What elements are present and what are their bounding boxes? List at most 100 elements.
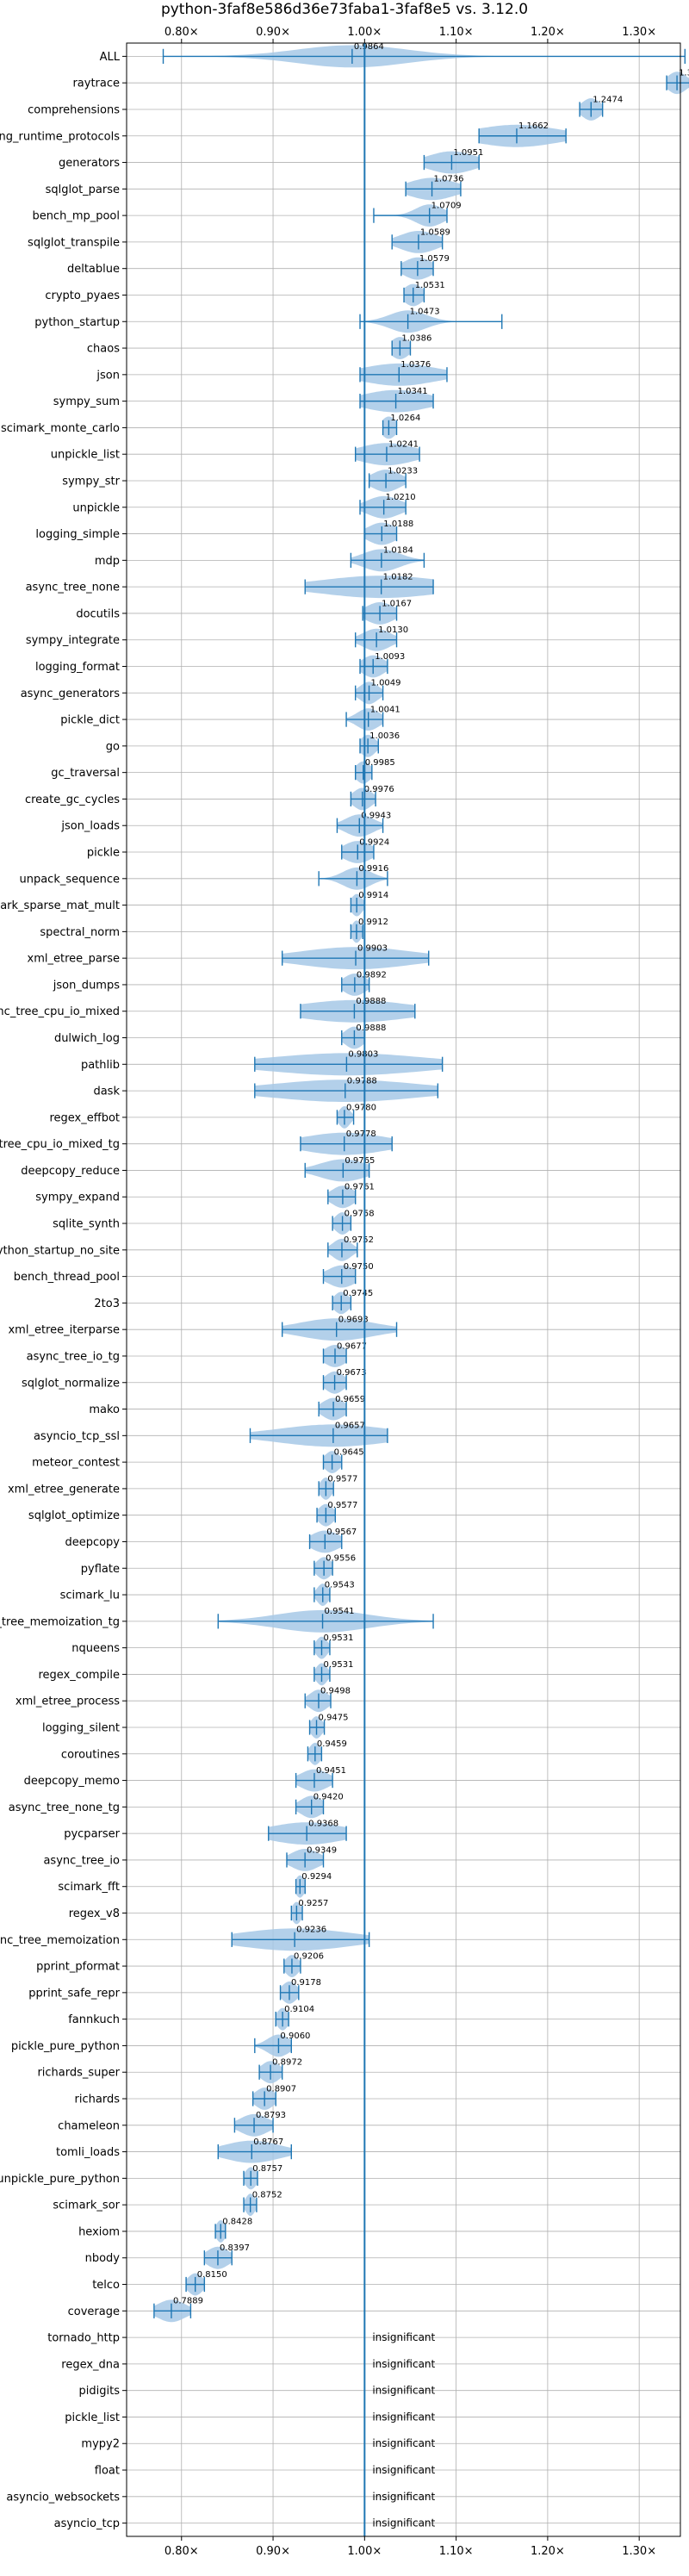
value-label: 0.9531 [323, 1633, 353, 1643]
category-label: raytrace [72, 78, 120, 90]
category-label: chaos [87, 343, 120, 356]
value-label: 0.8752 [252, 2191, 282, 2200]
violin-deltablue: 1.0579 [400, 254, 450, 280]
x-tick-label-top: 1.30× [622, 26, 656, 39]
insignificant-label: insignificant [372, 2385, 435, 2397]
category-label: json_loads [60, 820, 120, 833]
value-label: 0.9567 [326, 1528, 357, 1537]
category-label: pathlib [81, 1059, 120, 1072]
value-label: 0.9761 [344, 1183, 375, 1192]
category-label: json [96, 369, 120, 382]
violin-async_tree_memoization_tg: 0.9541 [217, 1607, 434, 1633]
violin-docutils: 1.0167 [362, 599, 412, 625]
value-label: 0.9577 [327, 1474, 357, 1484]
violin-coverage: 0.7889 [153, 2297, 203, 2323]
category-label: logging_format [35, 661, 120, 674]
violin-bench_thread_pool: 0.9750 [322, 1262, 374, 1288]
violin-pprint_safe_repr: 0.9178 [279, 1978, 321, 2004]
x-tick-label-bottom: 0.80× [164, 2545, 199, 2558]
violin-unpickle_pure_python: 0.8757 [243, 2164, 282, 2190]
violin-xml_etree_process: 0.9498 [304, 1687, 351, 1713]
violin-hexiom: 0.8428 [214, 2217, 252, 2243]
category-label: async_tree_cpu_io_mixed [0, 1005, 120, 1018]
value-label: 0.9780 [346, 1103, 376, 1112]
violin-async_tree_io_tg: 0.9677 [322, 1341, 367, 1367]
category-label: sqlglot_optimize [28, 1509, 120, 1522]
category-label: ALL [100, 51, 121, 64]
violin-meteor_contest: 0.9645 [322, 1447, 364, 1473]
category-label: telco [92, 2279, 120, 2292]
category-label: async_tree_io [43, 1854, 120, 1867]
value-label: 0.9916 [358, 864, 388, 874]
violin-sqlglot_normalize: 0.9673 [322, 1368, 367, 1394]
violin-sqlglot_parse: 1.0736 [405, 175, 464, 201]
category-label: pprint_safe_repr [28, 1987, 120, 2000]
violin-regex_v8: 0.9257 [290, 1899, 328, 1925]
violin-python_startup_no_site: 0.9752 [327, 1235, 374, 1261]
x-tick-label-top: 1.20× [531, 26, 565, 39]
value-label: 1.1662 [518, 121, 549, 131]
category-label: mako [89, 1403, 120, 1416]
category-label: sympy_integrate [26, 634, 120, 647]
category-label: scimark_lu [60, 1590, 120, 1602]
value-label: 0.9864 [354, 42, 384, 52]
value-label: 0.9758 [344, 1209, 375, 1218]
value-label: 0.9531 [323, 1660, 353, 1670]
plot-frame [126, 42, 681, 2537]
category-label: xml_etree_generate [8, 1483, 120, 1496]
category-label: scimark_fft [58, 1881, 120, 1894]
category-label: sympy_str [62, 475, 120, 488]
violin-xml_etree_generate: 0.9577 [318, 1474, 357, 1500]
violin-pickle_pure_python: 0.9060 [254, 2032, 310, 2057]
x-tick-label-bottom: 1.20× [531, 2545, 565, 2558]
violin-deepcopy_reduce: 0.9765 [304, 1156, 375, 1182]
category-label: sympy_expand [35, 1192, 120, 1204]
value-label: 1.0130 [378, 625, 408, 635]
violin-nbody: 0.8397 [203, 2243, 250, 2269]
value-label: 0.7889 [173, 2297, 203, 2306]
category-label: dask [93, 1086, 120, 1098]
value-label: 0.9645 [334, 1447, 364, 1457]
violin-pprint_pformat: 0.9206 [283, 1951, 324, 1977]
value-label: 1.0093 [375, 652, 405, 662]
value-label: 0.9976 [364, 785, 394, 794]
value-label: 0.9888 [356, 1024, 386, 1033]
category-label: unpickle [72, 501, 120, 514]
category-label: regex_v8 [69, 1907, 120, 1920]
value-label: 1.0341 [398, 387, 428, 396]
violin-richards_super: 0.8972 [258, 2058, 302, 2084]
value-label: 0.9349 [307, 1845, 337, 1855]
category-label: pickle_pure_python [11, 2040, 120, 2053]
category-label: float [95, 2465, 120, 2478]
category-label: docutils [76, 607, 120, 620]
category-label: async_generators [21, 688, 121, 700]
value-label: 0.9985 [365, 758, 395, 768]
category-label: deepcopy_memo [24, 1775, 120, 1788]
violin-chaos: 1.0386 [391, 333, 431, 359]
value-label: 0.9257 [298, 1899, 328, 1908]
category-label: xml_etree_process [16, 1696, 120, 1708]
chart-title: python-3faf8e586d36e73faba1-3faf8e5 vs. … [160, 1, 529, 18]
category-label: sqlglot_normalize [22, 1377, 120, 1390]
violin-async_tree_cpu_io_mixed: 0.9888 [300, 997, 416, 1023]
category-label: coroutines [61, 1748, 120, 1761]
category-label: scimark_sor [53, 2200, 120, 2212]
category-label: gc_traversal [51, 767, 120, 780]
category-label: pickle [87, 847, 120, 860]
violin-fannkuch: 0.9104 [275, 2005, 314, 2031]
x-tick-label-top: 1.00× [347, 26, 382, 39]
category-label: unpack_sequence [19, 873, 120, 886]
insignificant-label: insignificant [372, 2437, 435, 2449]
violin-async_tree_memoization: 0.9236 [231, 1926, 370, 1951]
violin-json: 1.0376 [359, 360, 448, 386]
value-label: 0.9541 [325, 1607, 355, 1616]
x-tick-label-bottom: 1.30× [622, 2545, 656, 2558]
category-label: pidigits [79, 2385, 121, 2398]
value-label: 1.0210 [386, 493, 416, 502]
category-label: async_tree_none [26, 582, 120, 594]
value-label: 1.0473 [410, 308, 440, 317]
violin-mdp: 1.0184 [350, 546, 425, 572]
violin-spectral_norm: 0.9912 [350, 918, 388, 943]
category-label: pprint_pformat [36, 1961, 120, 1974]
